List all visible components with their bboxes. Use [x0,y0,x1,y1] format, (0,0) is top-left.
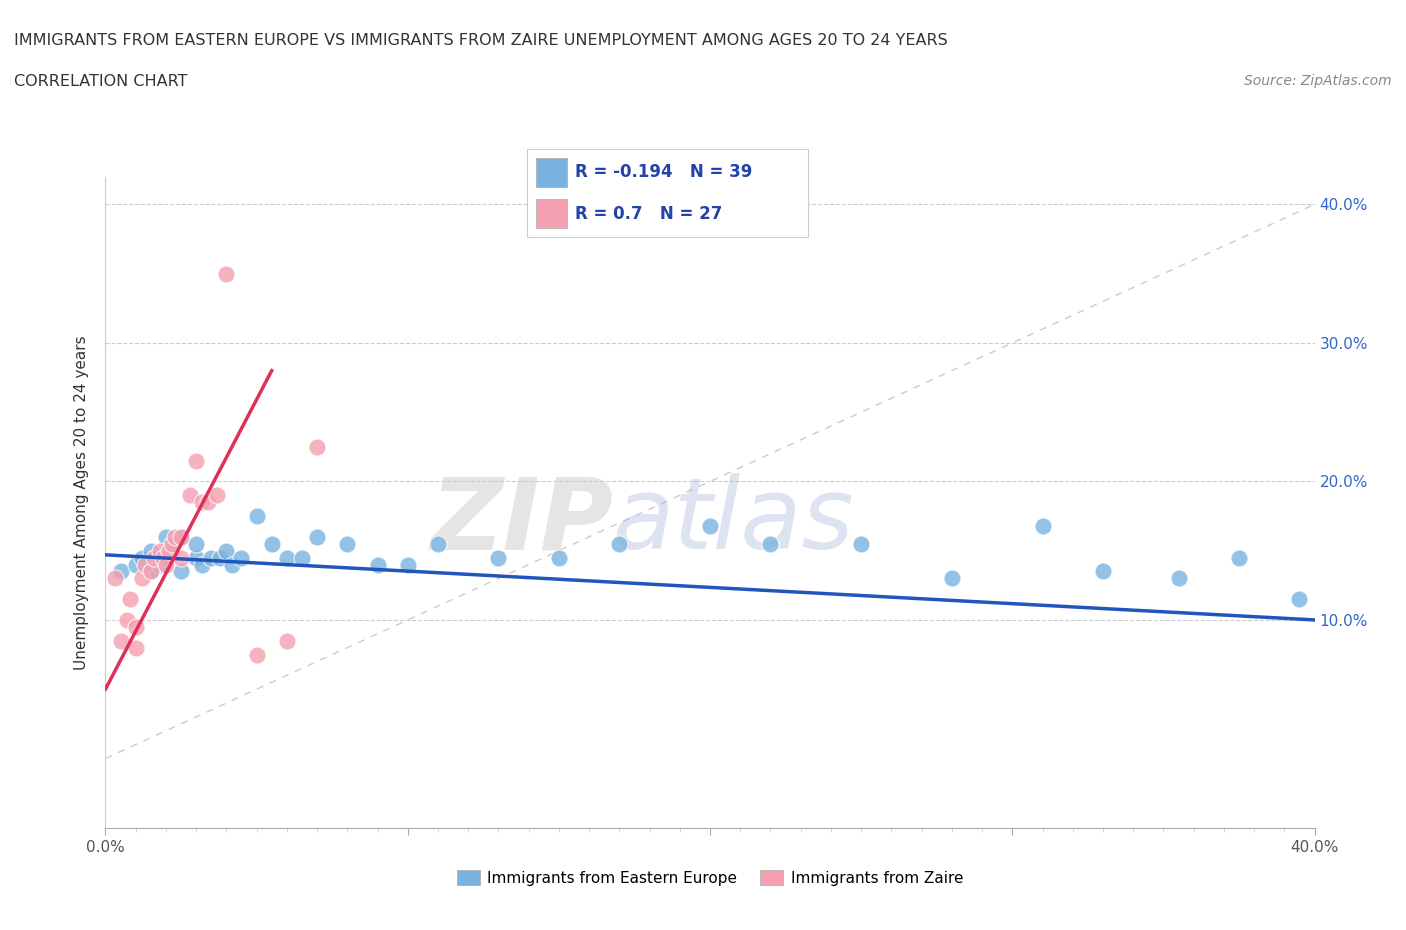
Point [1092,564,1115,578]
Point [291,551,314,565]
Point [941,571,963,586]
Text: atlas: atlas [613,473,855,570]
Point [170,551,193,565]
Point [197,495,219,510]
Point [139,543,162,558]
Bar [536,199,567,228]
Point [307,439,329,454]
Point [307,529,329,544]
Point [110,564,132,578]
Point [1167,571,1189,586]
Point [336,537,359,551]
Text: Source: ZipAtlas.com: Source: ZipAtlas.com [1244,74,1392,88]
Point [139,564,162,578]
Point [155,529,177,544]
Point [142,551,165,565]
Point [231,551,253,565]
Point [759,537,782,551]
Point [260,537,283,551]
Point [191,495,214,510]
Point [200,551,222,565]
Point [186,551,208,565]
Text: R = -0.194   N = 39: R = -0.194 N = 39 [575,163,752,181]
Y-axis label: Unemployment Among Ages 20 to 24 years: Unemployment Among Ages 20 to 24 years [75,335,90,670]
Point [1227,551,1250,565]
Point [170,529,193,544]
Point [110,633,132,648]
Point [160,537,183,551]
Text: IMMIGRANTS FROM EASTERN EUROPE VS IMMIGRANTS FROM ZAIRE UNEMPLOYMENT AMONG AGES : IMMIGRANTS FROM EASTERN EUROPE VS IMMIGR… [14,33,948,47]
Text: ZIP: ZIP [430,473,613,570]
Legend: Immigrants from Eastern Europe, Immigrants from Zaire: Immigrants from Eastern Europe, Immigran… [451,863,969,892]
Point [131,571,153,586]
Point [246,509,269,524]
Point [209,551,232,565]
Point [115,613,138,628]
Point [160,537,183,551]
Point [186,453,208,468]
Point [246,647,269,662]
Point [609,537,631,551]
Point [186,537,208,551]
Point [849,537,872,551]
Point [276,551,298,565]
Point [125,640,148,655]
Point [163,529,186,544]
Point [207,488,229,503]
Text: CORRELATION CHART: CORRELATION CHART [14,74,187,89]
Point [155,557,177,572]
Point [1032,518,1054,533]
Point [139,564,162,578]
Point [170,564,193,578]
Point [488,551,510,565]
Point [149,543,172,558]
Text: R = 0.7   N = 27: R = 0.7 N = 27 [575,205,723,223]
Point [170,529,193,544]
Point [396,557,419,572]
Point [157,543,180,558]
Point [1288,591,1310,606]
Point [276,633,298,648]
Point [131,551,153,565]
Point [152,551,174,565]
Bar [536,158,567,187]
Point [221,557,243,572]
Point [103,571,125,586]
Point [179,488,201,503]
Point [366,557,388,572]
Point [548,551,571,565]
Point [125,619,148,634]
Point [118,591,141,606]
Point [215,543,238,558]
Point [427,537,450,551]
Point [125,557,148,572]
Point [215,266,238,281]
Point [149,557,172,572]
Point [191,557,214,572]
Point [134,557,156,572]
Point [699,518,721,533]
